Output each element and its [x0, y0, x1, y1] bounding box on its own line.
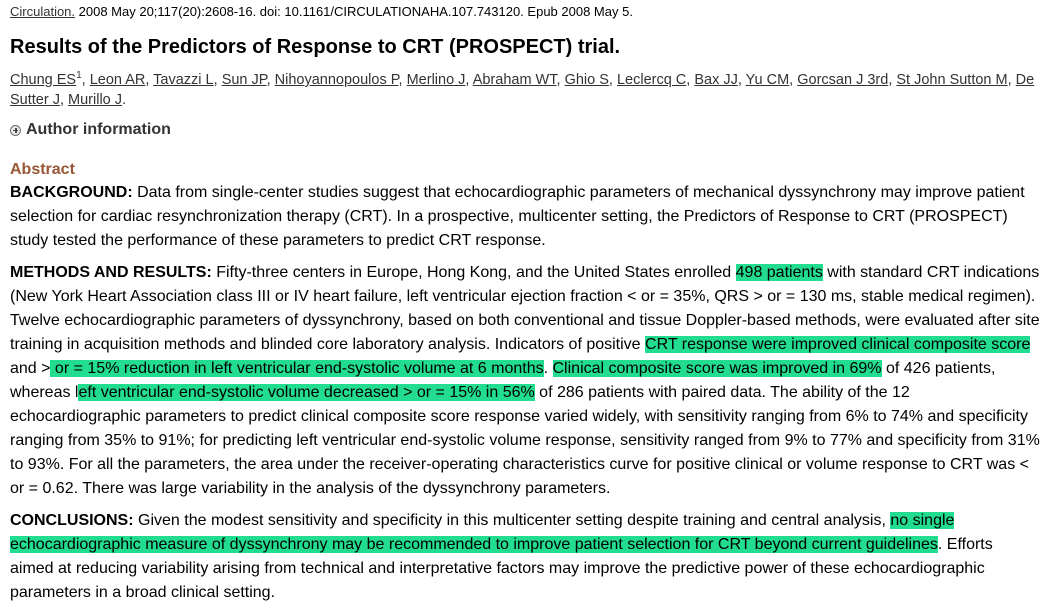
- author-link[interactable]: De Sutter J: [10, 72, 1035, 108]
- author-link[interactable]: Leclercq C: [616, 72, 687, 88]
- author-link[interactable]: Bax JJ: [694, 72, 738, 88]
- highlight-composite-score: Clinical composite score was improved in…: [552, 360, 882, 377]
- author-link[interactable]: Merlino J: [406, 72, 466, 88]
- methods-text: .: [543, 360, 553, 377]
- conclusions-paragraph: CONCLUSIONS: Given the modest sensitivit…: [10, 509, 1040, 605]
- highlight-volume-decrease: eft ventricular end-systolic volume decr…: [78, 384, 535, 401]
- highlight-patients: 498 patients: [735, 264, 823, 281]
- author-link[interactable]: Gorcsan J 3rd: [797, 72, 889, 88]
- author-link[interactable]: Abraham WT: [472, 72, 557, 88]
- affiliation-marker: 1: [76, 70, 82, 82]
- background-paragraph: BACKGROUND: Data from single-center stud…: [10, 181, 1040, 253]
- conclusions-text: Given the modest sensitivity and specifi…: [133, 512, 891, 529]
- journal-link[interactable]: Circulation.: [10, 4, 76, 19]
- conclusions-text: . Efforts aimed at reducing variability …: [10, 536, 993, 601]
- methods-text: of 426 patients, whereas l: [10, 360, 996, 401]
- methods-results-paragraph: METHODS AND RESULTS: Fifty-three centers…: [10, 261, 1040, 501]
- author-information-toggle[interactable]: Author information: [10, 120, 171, 140]
- conclusions-label: CONCLUSIONS:: [10, 512, 134, 529]
- methods-label: METHODS AND RESULTS:: [10, 264, 212, 281]
- author-link[interactable]: Tavazzi L: [153, 72, 214, 88]
- author-link[interactable]: Sun JP: [221, 72, 267, 88]
- article-title: Results of the Predictors of Response to…: [10, 36, 621, 58]
- author-link[interactable]: Nihoyannopoulos P: [274, 72, 399, 88]
- background-label: BACKGROUND:: [10, 184, 133, 201]
- plus-circle-icon[interactable]: [10, 124, 21, 136]
- methods-text: and >: [10, 360, 51, 377]
- highlight-crt-response: CRT response were improved clinical comp…: [645, 336, 1031, 353]
- citation-line: Circulation. 2008 May 20;117(20):2608-16…: [10, 4, 633, 20]
- author-link[interactable]: St John Sutton M: [896, 72, 1008, 88]
- author-link[interactable]: Chung ES: [10, 72, 77, 88]
- highlight-volume-reduction: or = 15% reduction in left ventricular e…: [50, 360, 544, 377]
- author-link[interactable]: Murillo J: [68, 92, 123, 108]
- abstract-heading: Abstract: [10, 161, 75, 178]
- citation-details: 2008 May 20;117(20):2608-16. doi: 10.116…: [75, 4, 633, 19]
- background-text: Data from single-center studies suggest …: [10, 184, 1025, 249]
- methods-text: of 286 patients with paired data. The ab…: [10, 384, 1040, 497]
- methods-text: with standard CRT indications (New York …: [10, 264, 1040, 353]
- author-information-label: Author information: [26, 121, 171, 138]
- author-list: Chung ES1, Leon AR, Tavazzi L, Sun JP, N…: [10, 70, 1035, 108]
- author-link[interactable]: Ghio S: [564, 72, 609, 88]
- author-link[interactable]: Yu CM: [745, 72, 790, 88]
- methods-text: Fifty-three centers in Europe, Hong Kong…: [211, 264, 736, 281]
- author-link[interactable]: Leon AR: [89, 72, 146, 88]
